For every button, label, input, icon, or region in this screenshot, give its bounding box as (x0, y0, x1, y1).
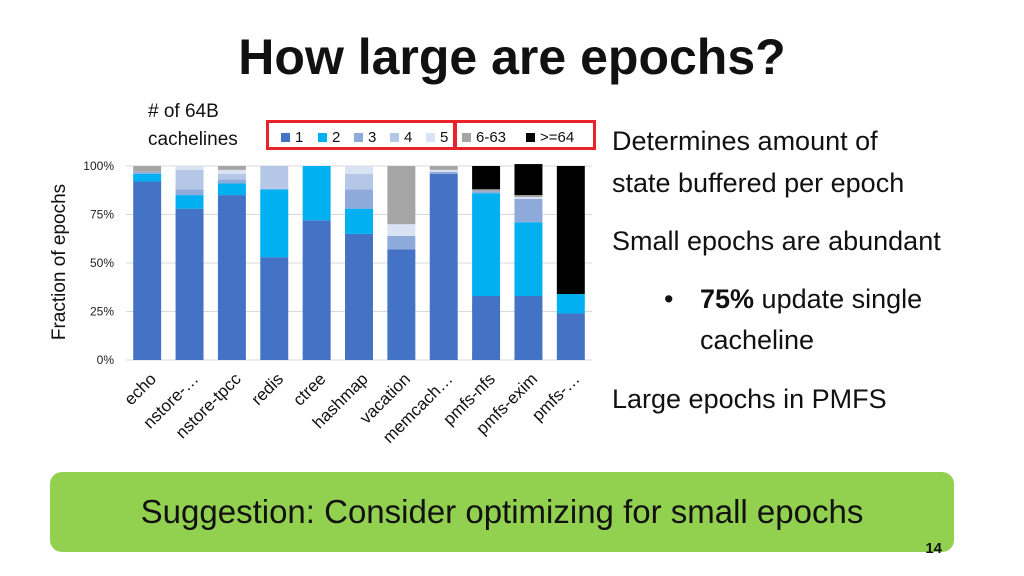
bar-segment (302, 220, 331, 360)
legend-swatch (526, 133, 535, 142)
bar-segment (387, 249, 416, 360)
bar-segment (302, 166, 331, 221)
bar-segment (345, 173, 373, 190)
bar-segment (260, 257, 289, 360)
suggestion-banner: Suggestion: Consider optimizing for smal… (50, 472, 954, 552)
bar-segment (217, 183, 246, 196)
bar-segment (133, 181, 162, 360)
legend-label: 2 (332, 129, 341, 146)
legend-item: 1 (281, 129, 303, 146)
bar-segment (345, 233, 373, 360)
x-tick-label: redis (248, 369, 287, 408)
bar-segment (514, 197, 543, 199)
bar-segment (472, 189, 501, 192)
legend-swatch (426, 133, 435, 142)
bar-segment (217, 166, 246, 170)
bar-segment (260, 166, 289, 190)
bar-segment (429, 173, 458, 360)
bullet-1-line1: Determines amount of (612, 126, 878, 156)
bar-segment (429, 171, 458, 174)
y-tick-label: 25% (90, 305, 114, 319)
bullet-4: Large epochs in PMFS (612, 384, 887, 414)
bar-segment (472, 193, 501, 296)
legend-item: 3 (354, 129, 376, 146)
y-tick-label: 75% (90, 208, 114, 222)
bar-segment (556, 313, 585, 360)
bar-segment (133, 171, 162, 174)
bar-segment (217, 195, 246, 360)
bar-segment (217, 169, 246, 174)
bar-segment (217, 179, 246, 184)
legend-swatch (281, 133, 290, 142)
bar-segment (345, 166, 373, 174)
bar-segment (472, 191, 501, 194)
bar-segment (472, 295, 501, 360)
legend-swatch (390, 133, 399, 142)
legend-label: 4 (404, 129, 413, 146)
bar-segment (472, 166, 501, 190)
bar-segment (345, 189, 373, 209)
legend-highlight-box-large (454, 120, 596, 150)
legend-item: >=64 (526, 129, 574, 146)
bar-segment (514, 198, 543, 223)
bar-segment (514, 164, 543, 196)
legend-title: # of 64B cachelines (148, 98, 238, 154)
bar-segment (260, 189, 289, 258)
legend-title-line2: cachelines (148, 129, 238, 150)
legend-item: 4 (390, 129, 412, 146)
bar-segment (175, 166, 204, 170)
slide-title: How large are epochs? (238, 29, 786, 85)
legend-item: 6-63 (462, 129, 506, 146)
bar-segment (133, 166, 162, 172)
bar-segment (514, 295, 543, 360)
bar-segment (175, 189, 204, 196)
bar-segment (387, 166, 416, 225)
bar-segment (556, 166, 585, 295)
bar-segment (175, 195, 204, 209)
bar-segment (217, 173, 246, 180)
legend-swatch (462, 133, 471, 142)
bullet-3-line2: cacheline (700, 325, 815, 355)
legend-swatch (354, 133, 363, 142)
bar-segment (345, 208, 373, 234)
legend-swatch (318, 133, 327, 142)
bullet-1-line2: state buffered per epoch (612, 168, 905, 198)
y-tick-label: 0% (97, 353, 115, 367)
bar-segment (133, 173, 162, 182)
bar-segment (429, 169, 458, 172)
bullet-3-marker: • (664, 284, 674, 314)
bar-segment (514, 222, 543, 296)
legend-label: 3 (368, 129, 377, 146)
y-tick-label: 100% (83, 159, 114, 173)
legend-title-line1: # of 64B (148, 101, 219, 122)
page-number: 14 (925, 540, 942, 557)
bullet-3-bold: 75% (700, 284, 755, 314)
y-tick-label: 50% (90, 256, 114, 270)
bar-segment (429, 166, 458, 170)
bar-segment (175, 208, 204, 360)
legend-item: 2 (318, 129, 340, 146)
bar-segment (387, 224, 416, 236)
bullet-3-rest: update single (754, 284, 923, 314)
legend-label: 1 (295, 129, 304, 146)
bar-segment (175, 169, 204, 190)
x-tick-label: pmfs-… (528, 369, 584, 425)
bar-segment (556, 294, 585, 314)
legend-label: >=64 (540, 129, 575, 146)
legend-item: 5 (426, 129, 448, 146)
bar-segment (514, 195, 543, 198)
bullet-2: Small epochs are abundant (612, 226, 941, 256)
legend-label: 5 (440, 129, 449, 146)
bullet-3-line1: 75% update single (700, 284, 922, 315)
legend-label: 6-63 (476, 129, 507, 146)
bar-segment (387, 235, 416, 250)
